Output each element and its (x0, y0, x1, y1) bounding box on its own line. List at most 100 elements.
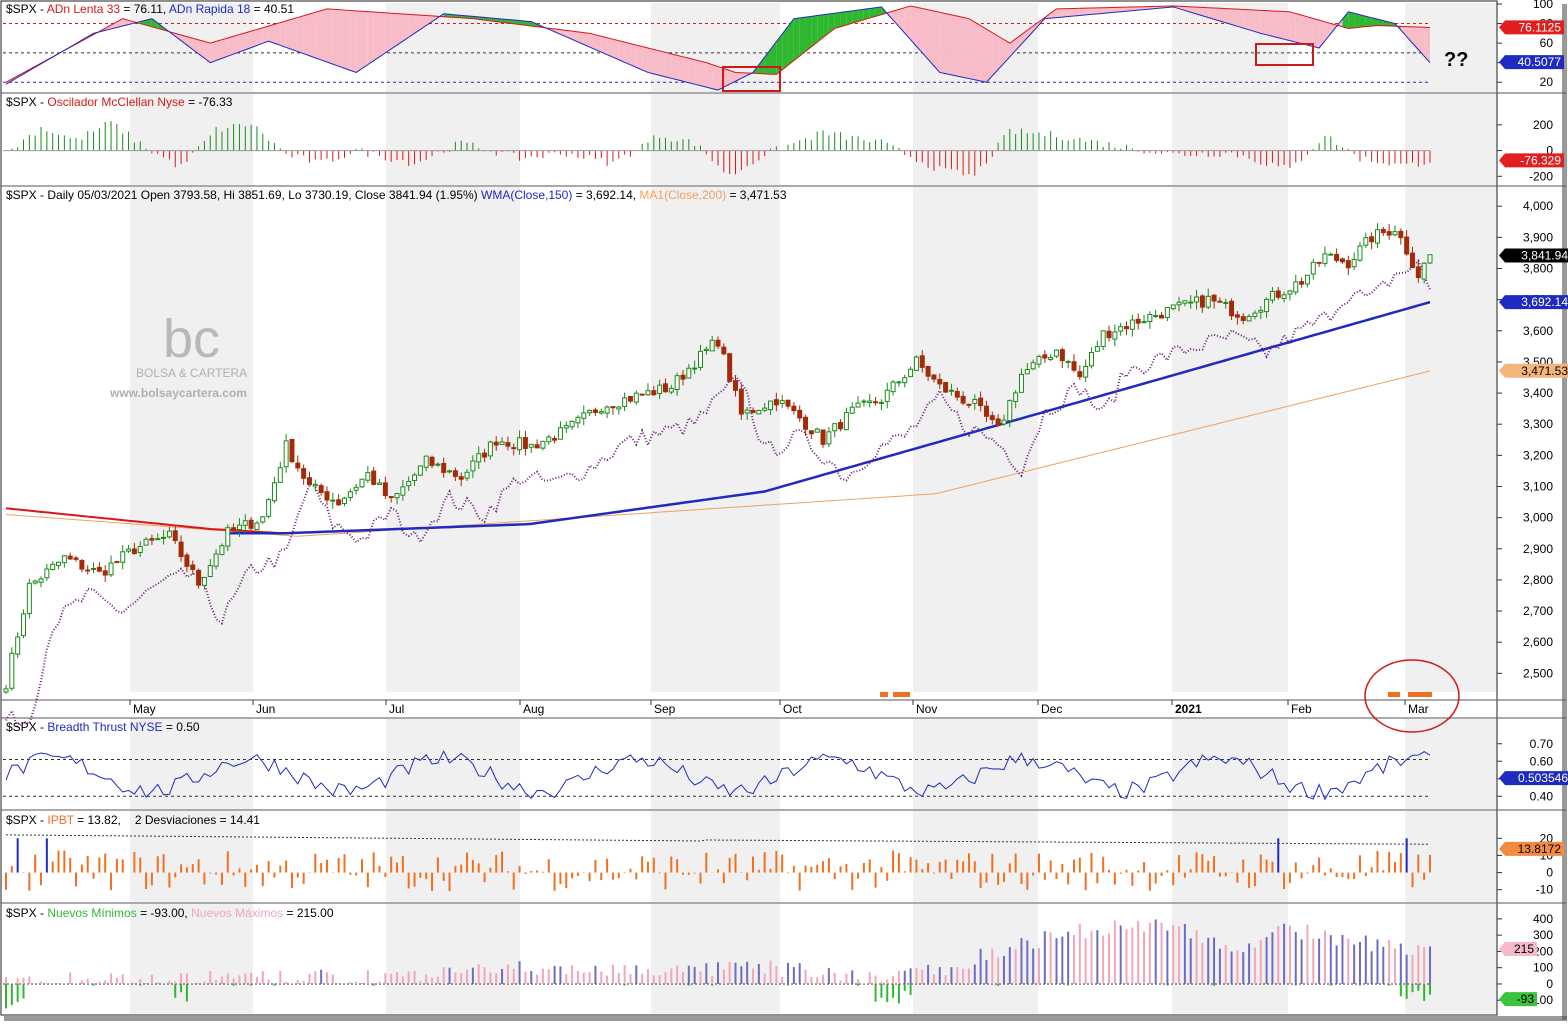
adn-fill (723, 68, 730, 88)
month-label: Mar (1408, 702, 1429, 716)
adn-fill (332, 9, 339, 67)
adn-fill (362, 11, 368, 69)
candle (598, 411, 604, 414)
month-label: Nov (916, 702, 937, 716)
ipbt-tick-label: -10 (1536, 883, 1554, 897)
adn-fill (1424, 27, 1430, 63)
adn-fill (793, 17, 800, 61)
candle (662, 383, 668, 393)
adn-fill (1009, 38, 1016, 57)
adn-fill (665, 52, 672, 79)
adn-fill (1103, 7, 1110, 14)
new-highs-badge (1499, 941, 1537, 956)
adn-fill (1196, 7, 1203, 16)
candle (388, 495, 394, 499)
ipbt-tick-label: 0 (1546, 866, 1553, 880)
candle (190, 564, 196, 570)
question-annotation: ?? (1444, 49, 1468, 71)
breadth-title: $SPX - Breadth Thrust NYSE = 0.50 (6, 720, 200, 734)
month-label: Sep (654, 702, 676, 716)
candle (341, 497, 347, 505)
adn-fill (992, 32, 999, 76)
candle (1357, 245, 1363, 261)
candle (61, 555, 67, 564)
adn-fill (823, 13, 829, 38)
candle (1083, 366, 1089, 378)
candle (709, 339, 715, 352)
candle (38, 578, 44, 583)
ma200-badge (1499, 363, 1568, 378)
adn-fill (939, 12, 946, 74)
candle (750, 409, 756, 414)
candle (546, 436, 552, 443)
adn-fill (280, 20, 287, 48)
adn-fill (782, 26, 789, 70)
adn-fill (968, 18, 975, 80)
adn-fill (1412, 26, 1419, 50)
candle (1135, 318, 1141, 324)
candle (120, 551, 126, 563)
breadth-badge-text: 0.503546 (1518, 771, 1568, 785)
candle (56, 561, 62, 566)
candle (464, 471, 470, 479)
candle (733, 380, 739, 391)
candle (779, 400, 785, 404)
adn-fill (1074, 8, 1080, 16)
adn-slow-line (5, 5, 1431, 83)
candle (470, 460, 476, 472)
adn-fill (385, 12, 392, 53)
candle (15, 636, 21, 655)
adn-fill (181, 34, 187, 46)
candle (254, 522, 260, 531)
adn-fill (1295, 13, 1302, 44)
adn-fill (1056, 8, 1063, 18)
newlows-tick-label: 400 (1533, 912, 1553, 926)
adn-fill (706, 62, 713, 89)
adn-fill (350, 10, 357, 73)
adn-fill (122, 18, 129, 26)
month-shade (651, 94, 780, 185)
adn-fill (1359, 14, 1366, 28)
candle (149, 538, 155, 541)
candle (1398, 230, 1404, 239)
adn-fill (1003, 39, 1010, 64)
adn-fill (1050, 8, 1057, 19)
adn-fill (712, 64, 718, 91)
candle (1293, 281, 1299, 293)
adn-fill (216, 39, 222, 61)
candle (289, 438, 295, 463)
candle (517, 437, 523, 451)
candle (1071, 361, 1077, 371)
candle (511, 447, 517, 450)
candle (1153, 314, 1159, 317)
candle (1077, 371, 1083, 378)
adn-fill (682, 56, 689, 83)
adn-fill (846, 10, 853, 25)
adn-fill (863, 8, 870, 20)
adn-fill (1301, 15, 1308, 46)
month-label: Dec (1041, 702, 1062, 716)
adn-fill (157, 23, 164, 31)
adn-fill (1377, 19, 1384, 26)
candle (178, 541, 184, 558)
candle (102, 570, 108, 576)
candle (627, 395, 633, 402)
adn-fill (933, 11, 940, 73)
candle (838, 422, 844, 430)
candle (1141, 321, 1147, 324)
month-shading (130, 3, 1497, 1014)
adn-fill (251, 29, 257, 48)
adn-fill (531, 21, 538, 27)
candle (347, 491, 353, 499)
mcclellan-tick-label: 200 (1533, 118, 1553, 132)
candle (1322, 253, 1328, 264)
price-tick-label: 2,500 (1523, 666, 1553, 680)
breadth-badge (1499, 771, 1568, 786)
adn-tick-label: 60 (1540, 36, 1554, 50)
candle (668, 387, 674, 393)
signal-marker (893, 692, 910, 697)
ipbt-panel (5, 834, 1431, 892)
adn-fill (776, 34, 783, 75)
adn-fill (1289, 11, 1296, 43)
